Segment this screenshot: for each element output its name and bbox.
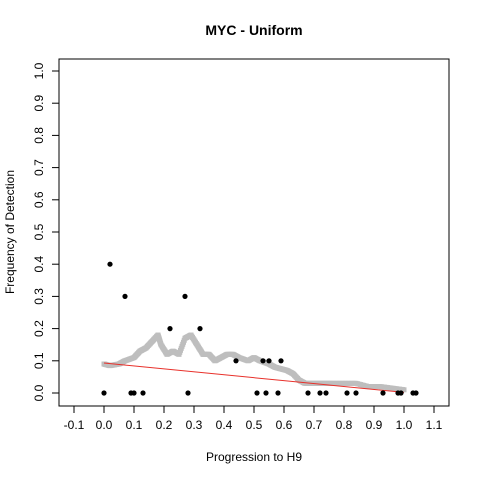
y-axis: 0.0 0.1 0.2 0.3 0.4 0.5 0.6 0.7 0.8 0.9 1.0 xyxy=(32,62,59,401)
x-tick-label: 0.0 xyxy=(96,418,113,432)
y-tick-label: 0.7 xyxy=(32,159,46,176)
y-tick-label: 1.0 xyxy=(32,62,46,79)
y-tick-label: 0.4 xyxy=(32,256,46,273)
observed-point xyxy=(323,390,329,396)
observed-point xyxy=(254,390,260,396)
y-tick-label: 0.6 xyxy=(32,191,46,208)
x-axis: -0.1 0.0 0.1 0.2 0.3 0.4 0.5 0.6 0.7 0.8 0.9 1.0 1.1 xyxy=(64,406,443,432)
observed-point xyxy=(278,358,284,364)
observed-point xyxy=(353,390,359,396)
x-tick-label: 0.9 xyxy=(366,418,383,432)
observed-point xyxy=(305,390,311,396)
x-tick-label: 1.1 xyxy=(426,418,443,432)
plot-box xyxy=(58,58,450,407)
fit-series xyxy=(103,362,405,393)
x-tick-label: 0.1 xyxy=(126,418,143,432)
x-tick-label: 0.2 xyxy=(156,418,173,432)
x-axis-label: Progression to H9 xyxy=(206,450,302,464)
x-tick-label: 0.8 xyxy=(336,418,353,432)
observed-point xyxy=(140,390,146,396)
observed-series xyxy=(101,261,419,396)
observed-point xyxy=(185,390,191,396)
y-tick-label: 0.3 xyxy=(32,288,46,305)
observed-point xyxy=(167,326,173,332)
observed-point xyxy=(380,390,386,396)
y-tick-label: 0.5 xyxy=(32,223,46,240)
observed-point xyxy=(197,326,203,332)
fit-line xyxy=(103,362,405,393)
observed-point xyxy=(344,390,350,396)
smoothed-point xyxy=(401,387,407,393)
observed-point xyxy=(131,390,137,396)
observed-point xyxy=(101,390,107,396)
y-axis-label: Frequency of Detection xyxy=(3,170,17,294)
x-tick-label: 0.7 xyxy=(306,418,323,432)
observed-point xyxy=(275,390,281,396)
y-tick-label: 0.2 xyxy=(32,320,46,337)
observed-point xyxy=(182,293,188,299)
observed-point xyxy=(398,390,404,396)
y-tick-label: 0.9 xyxy=(32,95,46,112)
y-tick-label: 0.1 xyxy=(32,352,46,369)
x-tick-label: 0.3 xyxy=(186,418,203,432)
y-tick-label: 0.8 xyxy=(32,127,46,144)
x-tick-label: 0.4 xyxy=(216,418,233,432)
chart-title: MYC - Uniform xyxy=(205,22,302,38)
observed-point xyxy=(107,261,113,267)
observed-point xyxy=(260,358,266,364)
x-tick-label: 0.6 xyxy=(276,418,293,432)
observed-point xyxy=(413,390,419,396)
observed-point xyxy=(317,390,323,396)
y-tick-label: 0.0 xyxy=(32,384,46,401)
x-tick-label: 1.0 xyxy=(396,418,413,432)
observed-point xyxy=(263,390,269,396)
x-tick-label: -0.1 xyxy=(64,418,85,432)
observed-point xyxy=(122,293,128,299)
x-tick-label: 0.5 xyxy=(246,418,263,432)
smoothed-series xyxy=(101,332,407,393)
observed-point xyxy=(233,358,239,364)
observed-point xyxy=(266,358,272,364)
